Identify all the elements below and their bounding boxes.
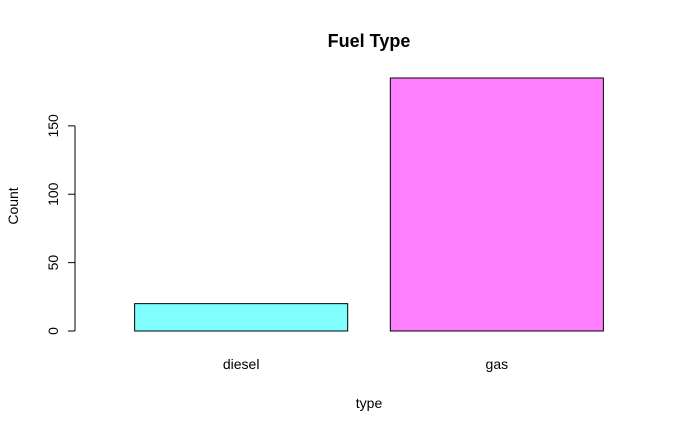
y-tick-label: 50	[45, 255, 61, 271]
x-tick-label-diesel: diesel	[223, 356, 260, 372]
x-axis-label: type	[356, 395, 383, 411]
y-tick-label: 150	[45, 114, 61, 138]
bars	[134, 77, 604, 332]
y-axis: 0 50 100 150	[45, 114, 76, 335]
y-ticks: 0 50 100 150	[45, 114, 75, 335]
x-tick-label-gas: gas	[486, 356, 509, 372]
y-tick-label: 100	[45, 182, 61, 206]
x-tick-labels: diesel gas	[223, 356, 508, 372]
y-axis-label: Count	[5, 187, 21, 224]
bar-diesel	[134, 303, 349, 332]
bar-gas	[389, 77, 604, 332]
chart-title: Fuel Type	[328, 31, 411, 51]
y-tick-label: 0	[45, 327, 61, 335]
